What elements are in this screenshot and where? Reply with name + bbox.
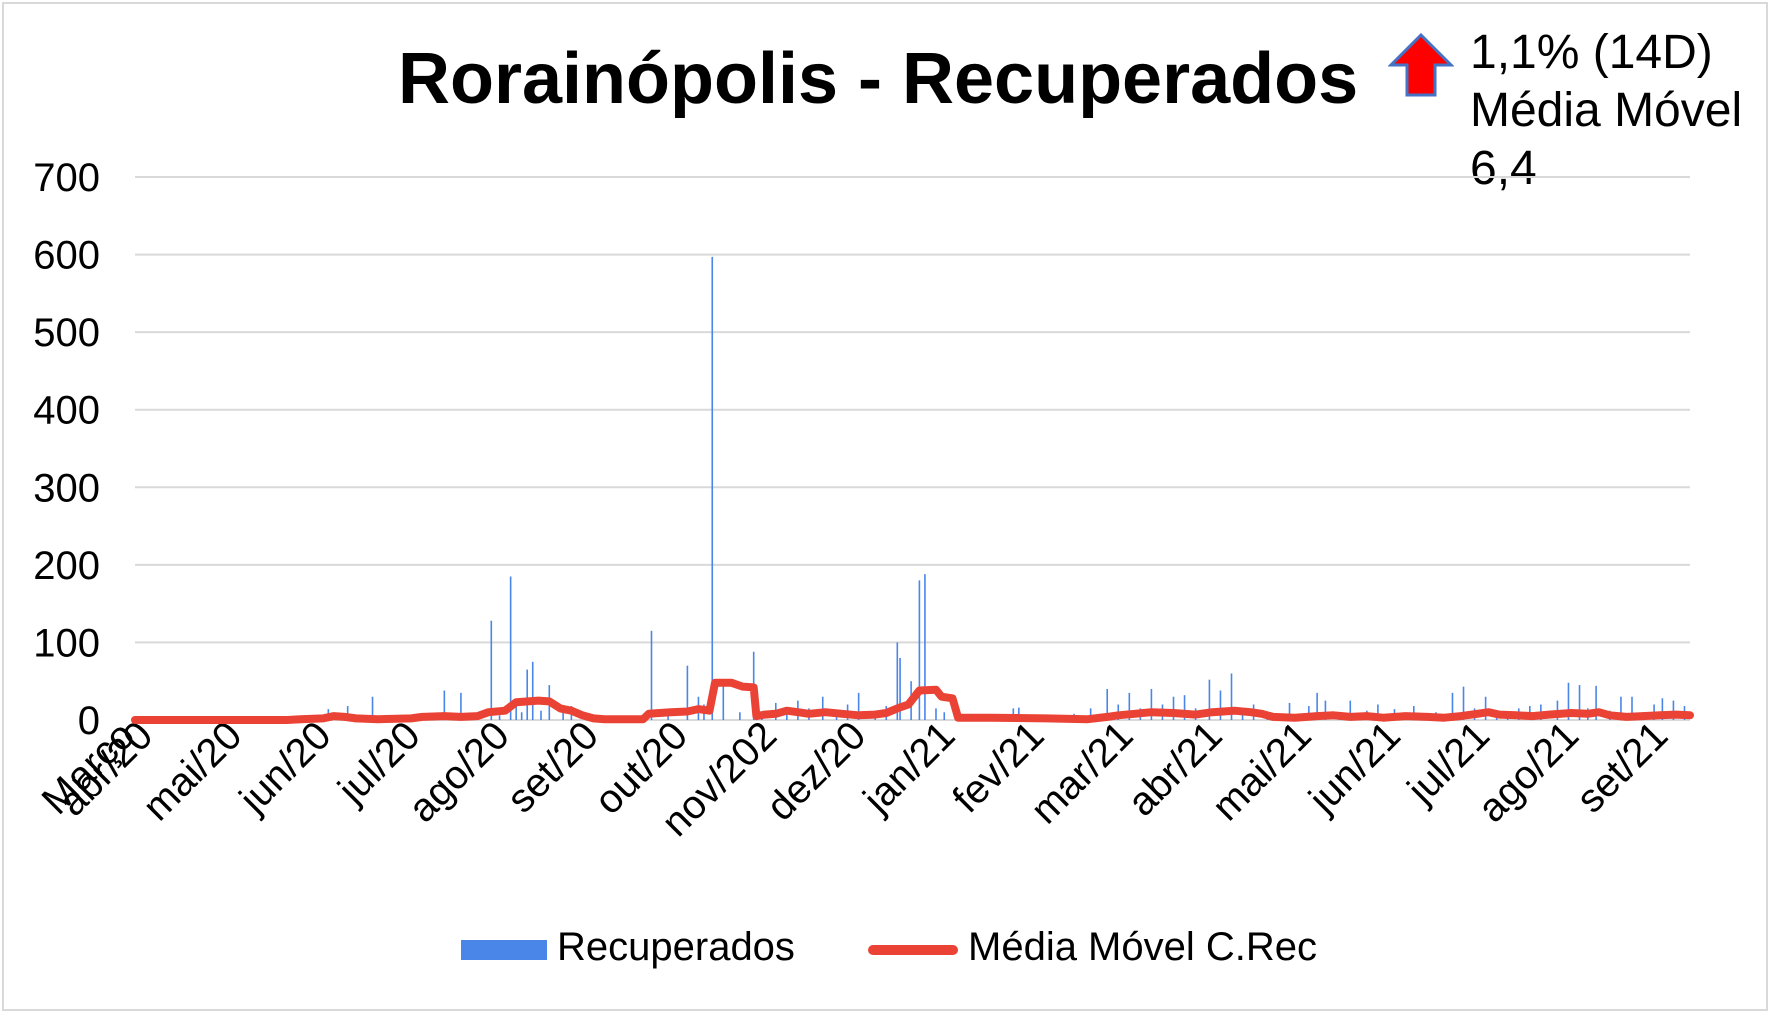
legend-swatch-media-movel bbox=[868, 945, 958, 955]
bar-recuperados bbox=[515, 701, 517, 720]
bar-recuperados bbox=[857, 692, 860, 720]
bar-recuperados bbox=[821, 696, 824, 720]
bar-recuperados bbox=[1377, 704, 1379, 720]
y-tick-label: 500 bbox=[33, 311, 100, 355]
x-tick-label: ago/20 bbox=[400, 713, 518, 831]
bar-recuperados bbox=[1219, 690, 1222, 720]
bar-recuperados bbox=[899, 657, 901, 720]
bar-recuperados bbox=[371, 696, 374, 720]
bar-recuperados bbox=[943, 712, 946, 720]
bar-recuperados bbox=[1208, 679, 1211, 720]
bar-recuperados bbox=[786, 712, 788, 720]
legend-label-recuperados: Recuperados bbox=[557, 925, 795, 969]
x-tick-label: ago/21 bbox=[1470, 713, 1588, 831]
x-tick-label: set/20 bbox=[499, 713, 607, 821]
x-tick-label: mar/21 bbox=[1023, 713, 1142, 832]
x-tick-label: set/21 bbox=[1568, 713, 1676, 821]
bar-recuperados bbox=[650, 630, 653, 720]
bar-recuperados bbox=[924, 574, 926, 720]
bar-recuperados bbox=[1089, 708, 1092, 720]
bar-recuperados bbox=[1128, 692, 1131, 720]
bar-recuperados bbox=[1672, 700, 1675, 720]
bar-recuperados bbox=[490, 620, 493, 720]
trend-label: Média Móvel bbox=[1470, 84, 1743, 137]
bar-recuperados bbox=[1451, 692, 1454, 720]
x-tick-label: jun/21 bbox=[1300, 713, 1409, 822]
chart-title: Rorainópolis - Recuperados bbox=[398, 39, 1359, 119]
bar-recuperados bbox=[918, 580, 921, 720]
legend-label-media-movel: Média Móvel C.Rec bbox=[968, 925, 1318, 969]
bar-recuperados bbox=[1595, 685, 1597, 720]
bar-recuperados bbox=[526, 669, 529, 720]
x-tick-label: jun/20 bbox=[231, 713, 340, 822]
bar-recuperados bbox=[498, 715, 501, 720]
x-tick-label: mai/21 bbox=[1204, 713, 1320, 829]
x-tick-label: dez/20 bbox=[758, 713, 874, 829]
y-tick-label: 400 bbox=[33, 389, 100, 433]
bar-recuperados bbox=[711, 256, 714, 720]
y-tick-label: 600 bbox=[33, 234, 100, 278]
bar-recuperados bbox=[531, 661, 534, 720]
bar-recuperados bbox=[722, 682, 725, 720]
bar-recuperados bbox=[1620, 696, 1622, 720]
bar-recuperados bbox=[1018, 707, 1020, 720]
bar-recuperados bbox=[686, 665, 689, 720]
bar-recuperados bbox=[1288, 702, 1291, 720]
bar-recuperados bbox=[1484, 696, 1487, 720]
red-up-arrow-icon bbox=[1388, 32, 1454, 97]
bar-recuperados bbox=[896, 642, 899, 720]
bar-recuperados bbox=[1316, 692, 1318, 720]
y-tick-label: 300 bbox=[33, 466, 100, 510]
trend-percent: 1,1% (14D) bbox=[1470, 26, 1713, 79]
line-media-movel bbox=[131, 678, 1694, 724]
trend-value: 6,4 bbox=[1470, 142, 1537, 195]
bar-recuperados bbox=[520, 712, 523, 720]
y-tick-label: 700 bbox=[33, 156, 100, 200]
x-tick-label: jan/21 bbox=[855, 713, 964, 822]
bar-recuperados bbox=[1661, 698, 1664, 720]
bar-recuperados bbox=[1349, 700, 1352, 720]
bar-recuperados bbox=[739, 712, 741, 720]
bar-recuperados bbox=[1578, 685, 1581, 720]
legend-swatch-recuperados bbox=[461, 940, 547, 960]
bar-recuperados bbox=[1183, 695, 1186, 720]
bar-recuperados bbox=[460, 692, 462, 720]
bar-recuperados bbox=[562, 712, 564, 720]
bar-recuperados bbox=[1230, 673, 1233, 720]
y-tick-label: 100 bbox=[33, 621, 100, 665]
bar-recuperados bbox=[443, 690, 446, 720]
bar-recuperados bbox=[1172, 696, 1175, 720]
bar-recuperados bbox=[935, 708, 937, 720]
bar-recuperados bbox=[1567, 682, 1570, 720]
bar-recuperados bbox=[1631, 696, 1633, 720]
bar-recuperados bbox=[1150, 688, 1153, 720]
y-tick-label: 0 bbox=[78, 699, 100, 743]
bar-recuperados bbox=[540, 710, 542, 720]
bar-recuperados bbox=[1324, 700, 1327, 720]
y-tick-label: 200 bbox=[33, 544, 100, 588]
x-tick-label: mai/20 bbox=[134, 713, 250, 829]
trend-annotation: 1,1% (14D) Média Móvel 6,4 bbox=[1470, 24, 1742, 198]
bar-recuperados bbox=[509, 576, 512, 720]
bar-recuperados bbox=[1106, 688, 1109, 720]
bar-recuperados bbox=[1462, 686, 1465, 720]
bar-recuperados bbox=[346, 706, 349, 720]
